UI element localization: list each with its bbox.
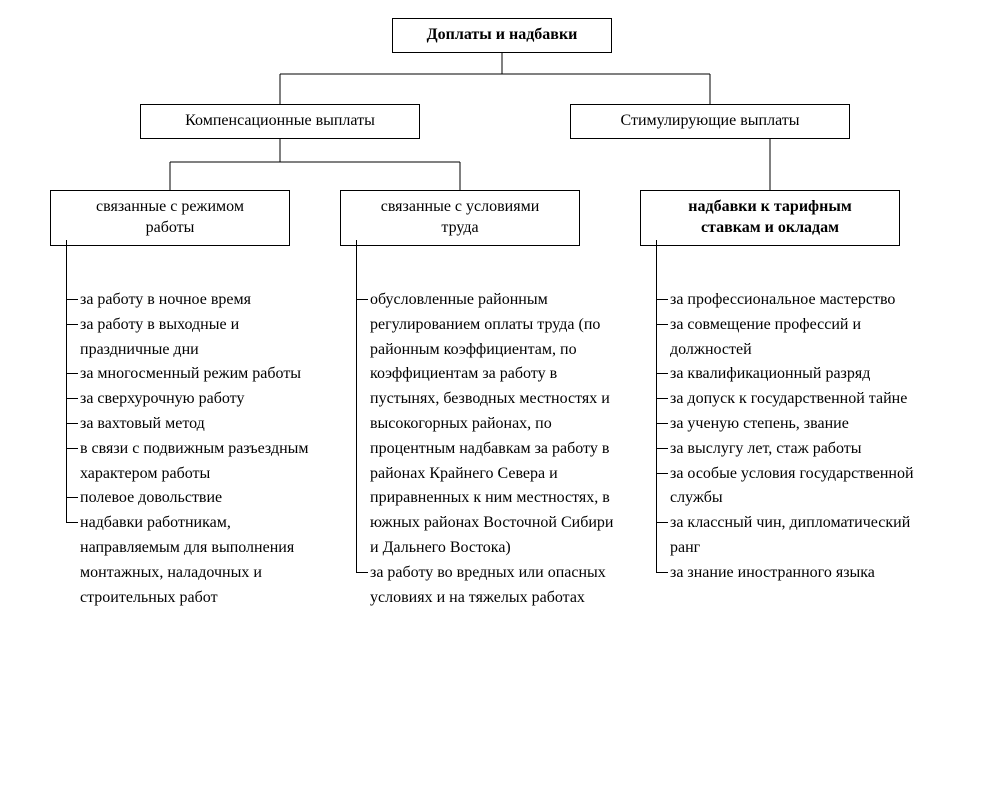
list-item: за знание иностранного языка [656, 561, 916, 586]
list-item: за профессиональное мастерство [656, 288, 916, 313]
list-item: за совмещение профессий и должностей [656, 313, 916, 363]
list-regime: за работу в ночное времяза работу в выхо… [66, 288, 316, 610]
list-tariff: за профессиональное мастерствоза совмеще… [656, 288, 916, 586]
list-item: за ученую степень, звание [656, 412, 916, 437]
list-item: в связи с подвижным разъездным характеро… [66, 437, 316, 487]
root-box: Доплаты и надбавки [392, 18, 612, 53]
level2-box-stim: Стимулирующие выплаты [570, 104, 850, 139]
level3-box-regime: связанные с режимомработы [50, 190, 290, 246]
level3-box-tariff: надбавки к тарифнымставкам и окладам [640, 190, 900, 246]
list-item: за работу в выходные и праздничные дни [66, 313, 316, 363]
list-item: за вахтовый метод [66, 412, 316, 437]
list-item: полевое довольствие [66, 486, 316, 511]
list-item: за многосменный режим работы [66, 362, 316, 387]
list-conditions: обусловленные районным регулированием оп… [356, 288, 616, 610]
level3-box-conditions: связанные с условиямитруда [340, 190, 580, 246]
list-item: за особые условия государственной службы [656, 462, 916, 512]
list-item: за работу во вредных или опасных условия… [356, 561, 616, 611]
list-item: за допуск к государственной тайне [656, 387, 916, 412]
list-item: за квалификационный разряд [656, 362, 916, 387]
list-item: за работу в ночное время [66, 288, 316, 313]
list-item: обусловленные районным регулированием оп… [356, 288, 616, 561]
level2-box-comp: Компенсационные выплаты [140, 104, 420, 139]
list-item: надбавки работникам, направляемым для вы… [66, 511, 316, 610]
list-item: за классный чин, дипломатический ранг [656, 511, 916, 561]
list-item: за сверхурочную работу [66, 387, 316, 412]
list-item: за выслугу лет, стаж работы [656, 437, 916, 462]
